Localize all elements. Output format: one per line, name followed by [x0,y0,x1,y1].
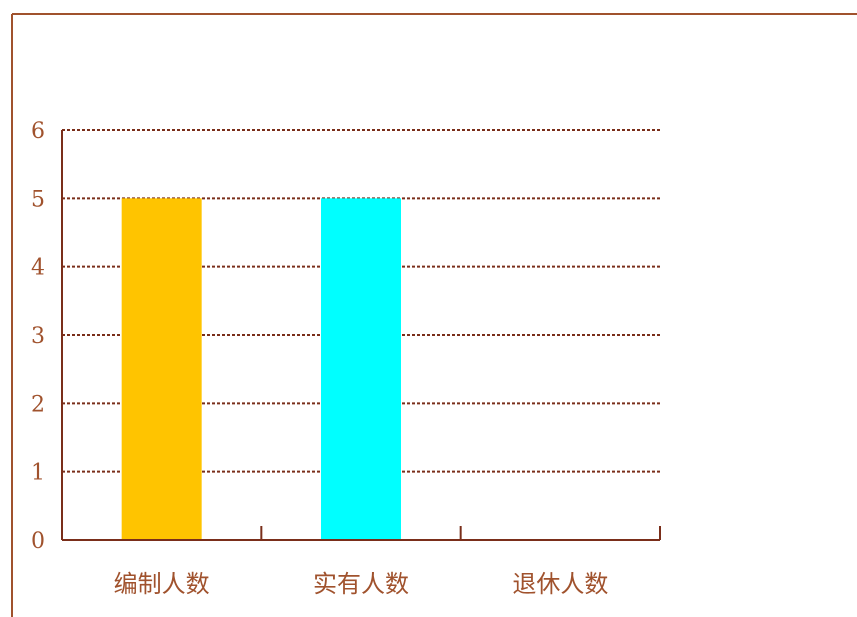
axes [61,130,661,541]
x-category-label-3: 退休人数 [512,570,608,598]
x-category-label-1: 编制人数 [114,570,210,598]
y-tick-label-5: 5 [31,187,45,212]
y-tick-label-0: 0 [31,529,45,554]
x-category-labels: 编制人数 实有人数 退休人数 [114,570,609,598]
x-category-label-2: 实有人数 [313,570,409,598]
y-tick-label-2: 2 [31,392,45,417]
bars [121,198,401,541]
y-tick-label-3: 3 [31,324,45,349]
bar-1 [121,198,202,541]
y-tick-label-4: 4 [31,256,45,281]
bar-2 [321,198,401,541]
y-tick-label-1: 1 [31,461,45,486]
y-tick-labels: 0 1 2 3 4 5 6 [31,119,45,554]
y-tick-label-6: 6 [31,119,45,144]
